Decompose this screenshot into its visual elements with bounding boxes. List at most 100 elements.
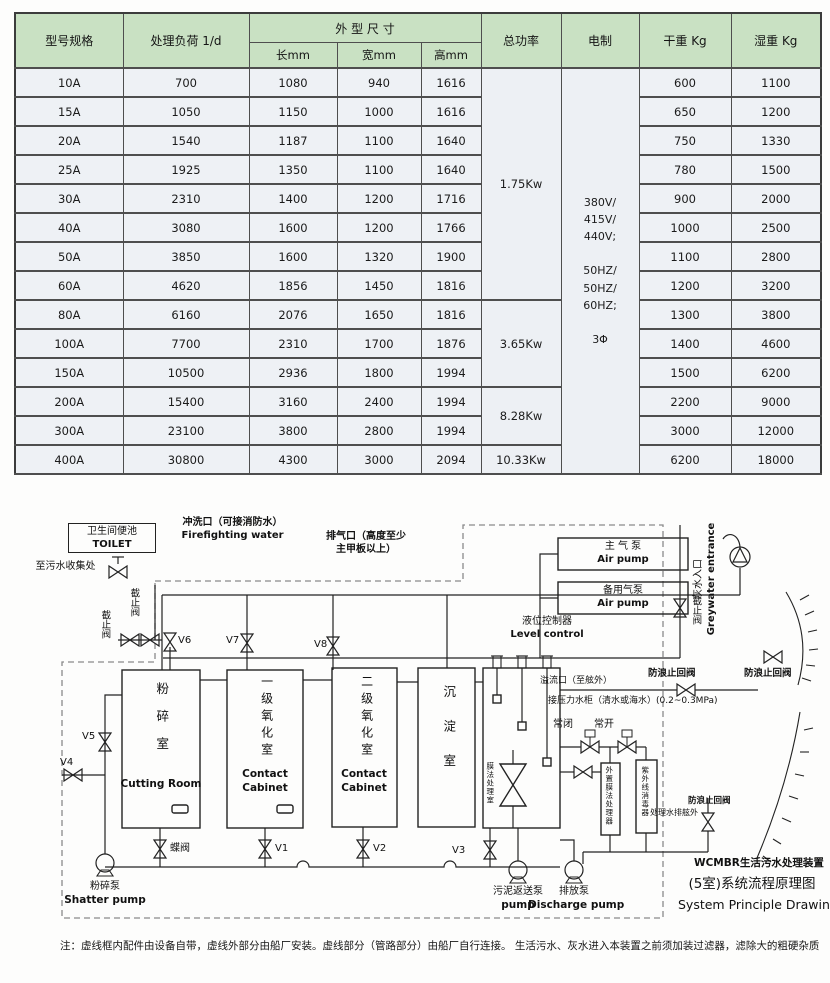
anti-wave-label-3: 防浪止回阀 <box>688 796 731 806</box>
table-row: 200A 15400 3160 2400 1994 8.28Kw 2200 9000 <box>14 386 822 446</box>
sewage-collect-label: 至污水收集处 <box>35 561 96 572</box>
anti-wave-label-2: 防浪止回阀 <box>744 668 792 679</box>
valve-normally-open-icon <box>618 730 636 753</box>
backwash-valve-icon <box>573 765 593 779</box>
tank5-cn-label: 膜法处理室 <box>485 762 495 805</box>
col-wet-weight: 湿重 Kg <box>730 12 822 69</box>
level-switch-2 <box>517 721 527 731</box>
membrane-module-icon <box>498 763 528 807</box>
shatter-pump-en-label: Shatter pump <box>64 894 146 906</box>
greywater-entrance-label: 灰水入口 Greywater entrance <box>693 522 717 636</box>
tank-contact-2 <box>331 667 398 828</box>
system-principle-drawing: 卫生间便池 TOILET 冲洗口（可接消防水） Firefighting wat… <box>0 500 830 983</box>
discharge-pump-cn-label: 排放泵 <box>559 886 589 897</box>
valve-v7-label: V7 <box>226 635 240 646</box>
sludge-return-pump-icon <box>508 860 528 884</box>
tank-contact-1 <box>226 669 304 829</box>
col-height: 高mm <box>420 42 482 69</box>
pressure-water-label: 接压力水柜（清水或海水）(0.2~0.3MPa) <box>548 696 718 706</box>
discharge-pump-icon <box>564 860 584 884</box>
stop-valve-label-3: 截止阀 <box>690 596 702 625</box>
dashed-boundary <box>61 524 664 919</box>
treated-out-label: 处理水排舷外 <box>650 808 698 817</box>
tank1-cn-label: 粉碎室 <box>154 682 170 765</box>
discharge-pump-en-label: Discharge pump <box>528 899 625 911</box>
exhaust-label: 排气口（高度至少 主甲板以上） <box>326 531 406 555</box>
valve-v1-label: V1 <box>275 843 289 854</box>
piping <box>62 525 758 868</box>
stop-valve-label-2: 截止阀 <box>128 588 140 617</box>
table-row: 20A 1540 1187 1100 1640 750 1330 <box>14 125 822 156</box>
level-switch-1 <box>492 694 502 704</box>
sludge-pump-en-label: pump <box>501 899 535 911</box>
air-pump-main-box <box>557 537 689 571</box>
air-pump-main-label: 主 气 泵 Air pump <box>597 541 649 565</box>
footnote: 注：虚线框内配件由设备自带，虚线外部分由船厂安装。虚线部分（管路部分）由船厂自行… <box>60 940 820 952</box>
toilet-en: TOILET <box>92 539 132 550</box>
shatter-pump-icon <box>95 853 115 877</box>
uv-sterilizer-box <box>635 759 658 834</box>
hull-shell <box>756 591 819 863</box>
power-group-2: 3.65Kw <box>480 299 562 388</box>
col-model: 型号规格 <box>14 12 124 69</box>
col-power: 总功率 <box>480 12 562 69</box>
butterfly-valve-label: 蝶阀 <box>170 843 190 854</box>
drawing-title-cn: WCMBR生活污水处理装置 <box>694 857 824 869</box>
valve-v3-label: V3 <box>452 845 466 856</box>
toilet-label: 卫生间便池 TOILET <box>68 523 156 553</box>
table-row: 50A 3850 1600 1320 1900 1100 2800 <box>14 241 822 272</box>
anti-wave-check-3-icon <box>701 812 715 832</box>
toilet-cn: 卫生间便池 <box>87 526 137 537</box>
tank1-en-label: Cutting Room <box>120 778 202 790</box>
col-dry-weight: 干重 Kg <box>638 12 732 69</box>
normally-open-label: 常开 <box>594 719 614 730</box>
flush-label: 冲洗口（可接消防水） Firefighting water <box>181 517 284 541</box>
goose-neck-vent-icon <box>722 533 751 568</box>
spec-table: 型号规格 处理负荷 1/d 外 型 尺 寸 总功率 电制 干重 Kg 湿重 Kg… <box>14 12 823 475</box>
ext-membrane-box <box>600 762 621 836</box>
col-electric: 电制 <box>560 12 640 69</box>
tank3-en-label: Contact Cabinet <box>341 768 387 794</box>
valve-normally-closed-icon <box>581 730 599 753</box>
col-width: 宽mm <box>336 42 422 69</box>
tank2-en-label: Contact Cabinet <box>242 768 288 794</box>
table-row: 10A 700 1080 940 1616 1.75Kw 380V/ 415V/ 44… <box>14 67 822 475</box>
table-row: 40A 3080 1600 1200 1766 1000 2500 <box>14 212 822 243</box>
overflow-label: 溢流口（至舷外） <box>540 676 613 686</box>
anti-wave-label-1: 防浪止回阀 <box>648 668 696 679</box>
power-group-4: 10.33Kw <box>480 444 562 475</box>
ext-membrane-label: 外置膜法处理器 <box>604 766 614 826</box>
table-row: 60A 4620 1856 1450 1816 1200 3200 <box>14 270 822 301</box>
diagram-linework <box>61 524 819 919</box>
table-row: 300A 23100 3800 2800 1994 3000 12000 <box>14 415 822 446</box>
weir-box-1 <box>171 804 189 814</box>
tank3-cn-label: 二级氧化室 <box>359 675 374 760</box>
tank4-cn-label: 沉淀室 <box>441 685 457 789</box>
uv-label: 紫外线消毒器 <box>640 766 650 817</box>
valve-v8-label: V8 <box>314 639 328 650</box>
col-load: 处理负荷 1/d <box>122 12 250 69</box>
anti-wave-check-1-icon <box>676 683 696 697</box>
normally-closed-label: 常闭 <box>553 719 573 730</box>
drawing-title-sub: (5室)系统流程原理图 <box>688 876 816 892</box>
weir-box-2 <box>276 804 294 814</box>
valve-v5-label: V5 <box>82 731 96 742</box>
valve-v4-label: V4 <box>60 757 74 768</box>
table-row: 150A 10500 2936 1800 1994 1500 6200 <box>14 357 822 388</box>
col-length: 长mm <box>248 42 338 69</box>
level-switch-3 <box>542 757 552 767</box>
stop-valve-label-1: 截止阀 <box>99 610 111 639</box>
power-group-3: 8.28Kw <box>480 386 562 446</box>
air-pump-backup-box <box>557 581 689 615</box>
level-control-label: 液位控制器 Level control <box>510 616 584 640</box>
valve-v2-label: V2 <box>373 843 387 854</box>
col-dimensions: 外 型 尺 寸 <box>248 12 482 43</box>
drawing-title-en: System Principle Drawing <box>678 897 830 912</box>
tank-cutting-room <box>121 669 201 829</box>
table-row: 25A 1925 1350 1100 1640 780 1500 <box>14 154 822 185</box>
tank-sedimentation <box>417 667 476 828</box>
table-row: 100A 7700 2310 1700 1876 1400 4600 <box>14 328 822 359</box>
shatter-pump-cn-label: 粉碎泵 <box>90 881 120 892</box>
table-header: 型号规格 处理负荷 1/d 外 型 尺 寸 总功率 电制 干重 Kg 湿重 Kg… <box>14 12 822 69</box>
